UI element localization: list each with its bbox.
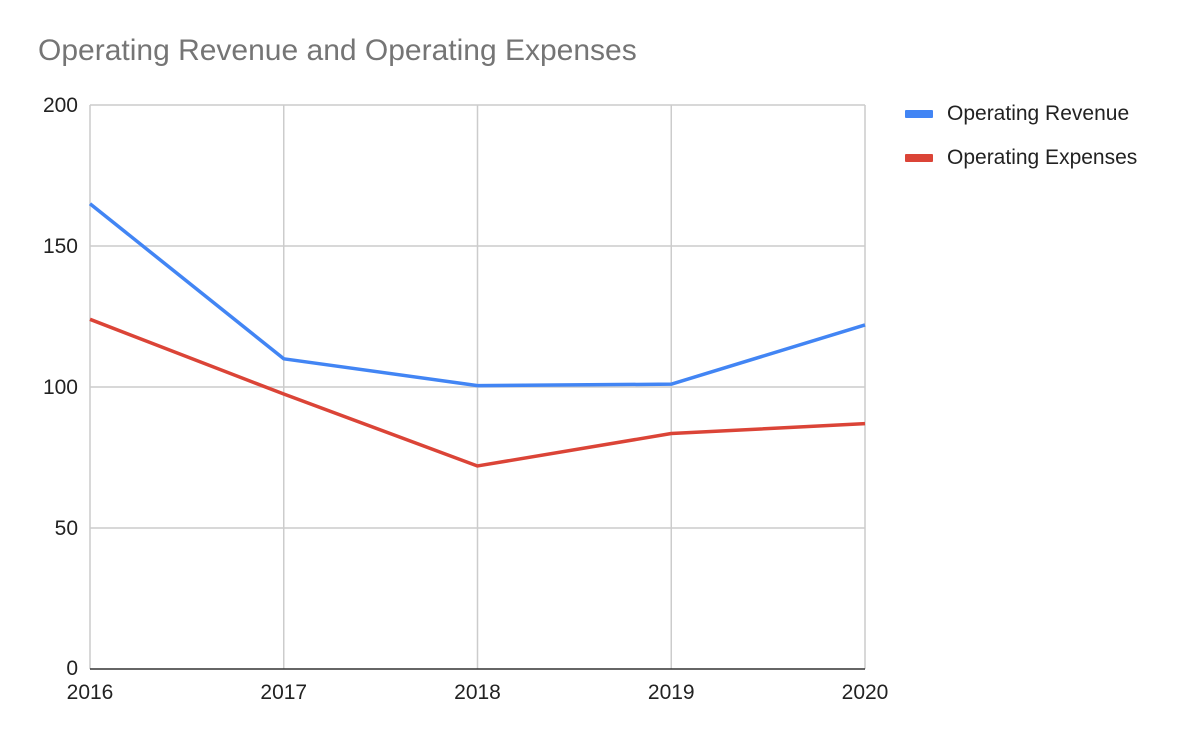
legend-label-operating-expenses: Operating Expenses bbox=[947, 146, 1138, 169]
chart-title: Operating Revenue and Operating Expenses bbox=[38, 34, 637, 67]
legend-swatch-operating-expenses bbox=[905, 154, 933, 162]
series-lines bbox=[88, 202, 866, 468]
y-tick-label-50: 50 bbox=[55, 517, 78, 540]
legend-item-operating-expenses[interactable]: Operating Expenses bbox=[905, 136, 1137, 180]
y-tick-label-0: 0 bbox=[66, 657, 78, 680]
legend-swatch-operating-revenue bbox=[905, 110, 933, 118]
x-tick-label-2017: 2017 bbox=[260, 681, 307, 704]
x-tick-label-2018: 2018 bbox=[454, 681, 501, 704]
y-tick-label-200: 200 bbox=[43, 94, 78, 117]
legend-label-operating-revenue: Operating Revenue bbox=[947, 102, 1130, 125]
legend-item-operating-revenue[interactable]: Operating Revenue bbox=[905, 92, 1137, 136]
y-tick-label-150: 150 bbox=[43, 235, 78, 258]
y-tick-label-100: 100 bbox=[43, 376, 78, 399]
series-line-operating-revenue[interactable] bbox=[88, 202, 866, 388]
x-tick-label-2016: 2016 bbox=[67, 681, 114, 704]
series-line-operating-expenses[interactable] bbox=[89, 317, 866, 468]
x-tick-label-2019: 2019 bbox=[648, 681, 695, 704]
legend: Operating Revenue Operating Expenses bbox=[905, 92, 1137, 180]
x-tick-label-2020: 2020 bbox=[842, 681, 889, 704]
x-axis-tick-labels: 2016 2017 2018 2019 2020 bbox=[67, 681, 889, 704]
y-axis-tick-labels: 0 50 100 150 200 bbox=[43, 94, 78, 680]
